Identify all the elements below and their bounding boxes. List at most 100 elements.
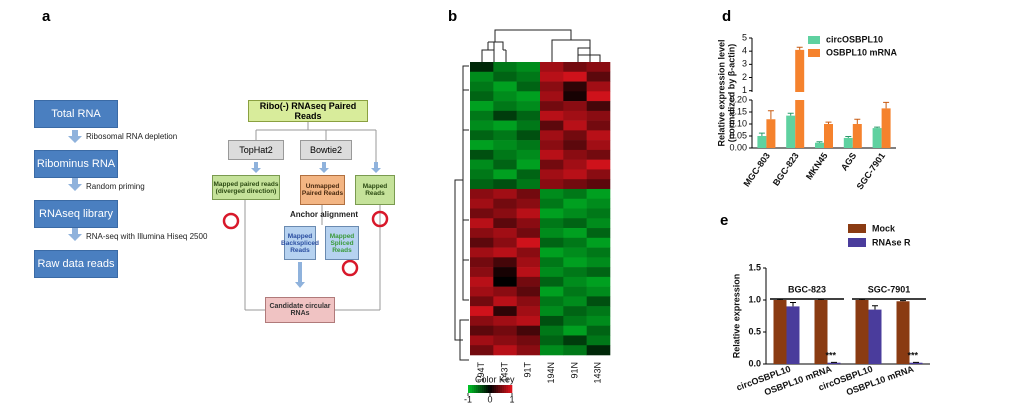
error-bar <box>758 132 765 136</box>
y-tick-label: 0.00 <box>729 142 747 152</box>
heatmap-cell <box>540 257 564 268</box>
heatmap-cell <box>586 208 611 219</box>
heatmap-cell <box>540 169 564 180</box>
heatmap-cell <box>470 325 494 336</box>
heatmap-cell <box>540 188 564 200</box>
heatmap-cell <box>586 110 611 121</box>
heatmap-cell <box>470 345 494 356</box>
heatmap-cell <box>586 228 611 239</box>
panel-label: b <box>448 8 458 25</box>
y-tick-label: 2 <box>742 72 747 82</box>
color-key-swatch <box>504 385 507 393</box>
heatmap-cell <box>470 140 494 151</box>
color-key-swatch <box>484 385 487 393</box>
dendrogram <box>454 29 601 361</box>
heatmap-cell <box>563 325 587 336</box>
x-tick-label: SGC-7901 <box>855 151 888 192</box>
heatmap-cell <box>493 237 517 248</box>
heatmap-cell <box>540 237 564 248</box>
heatmap-cell <box>540 325 564 336</box>
heatmap-cell <box>586 257 611 268</box>
heatmap-cell <box>540 179 564 190</box>
heatmap-cell <box>563 130 587 141</box>
heatmap-cell <box>516 345 541 356</box>
group-label: SGC-7901 <box>868 284 911 294</box>
heatmap-cell <box>586 62 611 73</box>
heatmap-cell <box>470 306 494 317</box>
flow-step: Random priming <box>86 182 145 191</box>
heatmap-cell <box>563 208 587 219</box>
heatmap-cell <box>493 130 517 141</box>
heatmap-cell <box>540 91 564 102</box>
heatmap-cell <box>470 276 494 287</box>
legend-swatch <box>848 238 866 247</box>
color-key-swatch <box>490 385 493 393</box>
bar <box>909 362 923 364</box>
heatmap-cell <box>516 62 541 73</box>
heatmap-cell <box>516 140 541 151</box>
legend-label: Mock <box>872 223 896 233</box>
heatmap-cell <box>586 140 611 151</box>
heatmap-cell <box>470 159 494 170</box>
heatmap-cell <box>516 198 541 209</box>
panel-label: e <box>720 212 729 229</box>
y-tick-label: 0.5 <box>748 326 761 336</box>
heatmap-cell <box>493 315 517 326</box>
column-label: 194N <box>546 362 556 384</box>
heatmap-cell <box>470 237 494 248</box>
heatmap-cell <box>493 91 517 102</box>
heatmap-cell <box>563 335 587 346</box>
column-label: 194T <box>476 361 486 382</box>
bar <box>855 300 869 364</box>
y-tick-label: 3 <box>742 59 747 69</box>
heatmap-cell <box>493 257 517 268</box>
heatmap-cell <box>470 110 494 121</box>
heatmap-cell <box>540 120 564 131</box>
legend-swatch <box>848 224 866 233</box>
heatmap-cell <box>493 81 517 92</box>
heatmap-cell <box>493 286 517 297</box>
heatmap-cell <box>470 149 494 160</box>
pipeline-node: Candidate circular RNAs <box>265 297 335 323</box>
heatmap-cell <box>493 159 517 170</box>
bar <box>795 49 805 149</box>
heatmap-cell <box>470 208 494 219</box>
heatmap-cell <box>516 315 541 326</box>
circle-icons <box>222 210 389 277</box>
heatmap-cell <box>493 208 517 219</box>
color-key-swatch <box>478 385 481 393</box>
heatmap-cell <box>563 159 587 170</box>
heatmap-cell <box>516 257 541 268</box>
heatmap-cell <box>540 276 564 287</box>
y-tick-label: 5 <box>742 32 747 42</box>
heatmap-cell <box>563 169 587 180</box>
error-bar <box>883 101 890 109</box>
heatmap-cell <box>516 188 541 200</box>
heatmap-cell <box>586 149 611 160</box>
heatmap-cell <box>516 130 541 141</box>
heatmap-cell <box>586 335 611 346</box>
heatmap-cell <box>470 286 494 297</box>
legend-swatch <box>808 36 820 44</box>
heatmap-cell <box>540 267 564 278</box>
heatmap-cell <box>563 140 587 151</box>
color-key-swatch <box>502 385 505 393</box>
annotation: *** <box>908 350 919 360</box>
heatmap-cell <box>470 267 494 278</box>
heatmap-cell <box>493 276 517 287</box>
heatmap-cell <box>516 120 541 131</box>
heatmap-cell <box>470 101 494 112</box>
legend-swatch <box>808 49 820 57</box>
heatmap-cell <box>540 228 564 239</box>
heatmap-cell <box>563 247 587 258</box>
aligner: TopHat2 <box>228 140 284 160</box>
heatmap-cell <box>493 149 517 160</box>
color-key-swatch <box>510 385 513 393</box>
heatmap-cell <box>493 228 517 239</box>
flow-step: Ribosomal RNA depletion <box>86 132 178 141</box>
heatmap-cell <box>516 306 541 317</box>
annotation: *** <box>826 350 837 360</box>
heatmap-cell <box>540 306 564 317</box>
heatmap-cell <box>470 120 494 131</box>
